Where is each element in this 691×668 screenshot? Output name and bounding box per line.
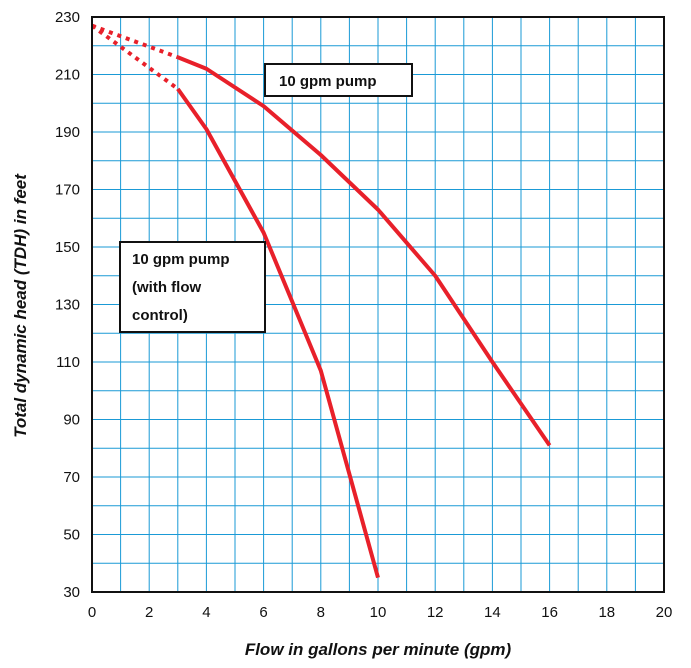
y-axis-title: Total dynamic head (TDH) in feet (11, 173, 30, 438)
label-flow-control-line-3: control) (132, 307, 188, 324)
y-tick-label: 130 (55, 297, 80, 314)
x-tick-label: 12 (427, 604, 444, 621)
x-tick-label: 18 (598, 604, 615, 621)
label-flow-control-line-1: 10 gpm pump (132, 251, 230, 268)
y-tick-label: 50 (63, 527, 80, 544)
x-tick-label: 0 (88, 604, 96, 621)
series-0-extrapolation (91, 23, 179, 60)
plot-frame (91, 16, 665, 593)
y-tick-label: 190 (55, 124, 80, 141)
x-tick-label: 8 (317, 604, 325, 621)
x-tick-label: 10 (370, 604, 387, 621)
x-tick-label: 4 (202, 604, 210, 621)
x-tick-label: 14 (484, 604, 501, 621)
x-tick-label: 2 (145, 604, 153, 621)
tick-labels: 0 2 4 6 8 10 12 14 16 18 20 30 50 70 90 110 130 150 170 190… (55, 9, 672, 621)
label-box-10gpm: 10 gpm pump (264, 63, 413, 97)
y-tick-label: 30 (63, 584, 80, 601)
x-axis-title: Flow in gallons per minute (gpm) (245, 640, 512, 659)
y-tick-label: 230 (55, 9, 80, 26)
series-1-line (176, 87, 380, 579)
y-tick-label: 150 (55, 239, 80, 256)
label-box-10gpm-flow-control: 10 gpm pump (with flow control) (119, 241, 266, 333)
x-tick-label: 20 (656, 604, 673, 621)
series-layer (90, 23, 552, 579)
x-tick-label: 16 (541, 604, 558, 621)
label-10gpm-line-1: 10 gpm pump (279, 73, 377, 90)
x-tick-label: 6 (259, 604, 267, 621)
label-flow-control-line-2: (with flow (132, 279, 201, 296)
y-tick-label: 90 (63, 412, 80, 429)
series-1-extrapolation (90, 24, 179, 91)
grid (92, 17, 664, 592)
y-tick-label: 110 (56, 354, 80, 371)
y-tick-label: 70 (63, 469, 80, 486)
y-tick-label: 210 (55, 67, 80, 84)
y-tick-label: 170 (55, 182, 80, 199)
series-0-line (177, 55, 552, 447)
